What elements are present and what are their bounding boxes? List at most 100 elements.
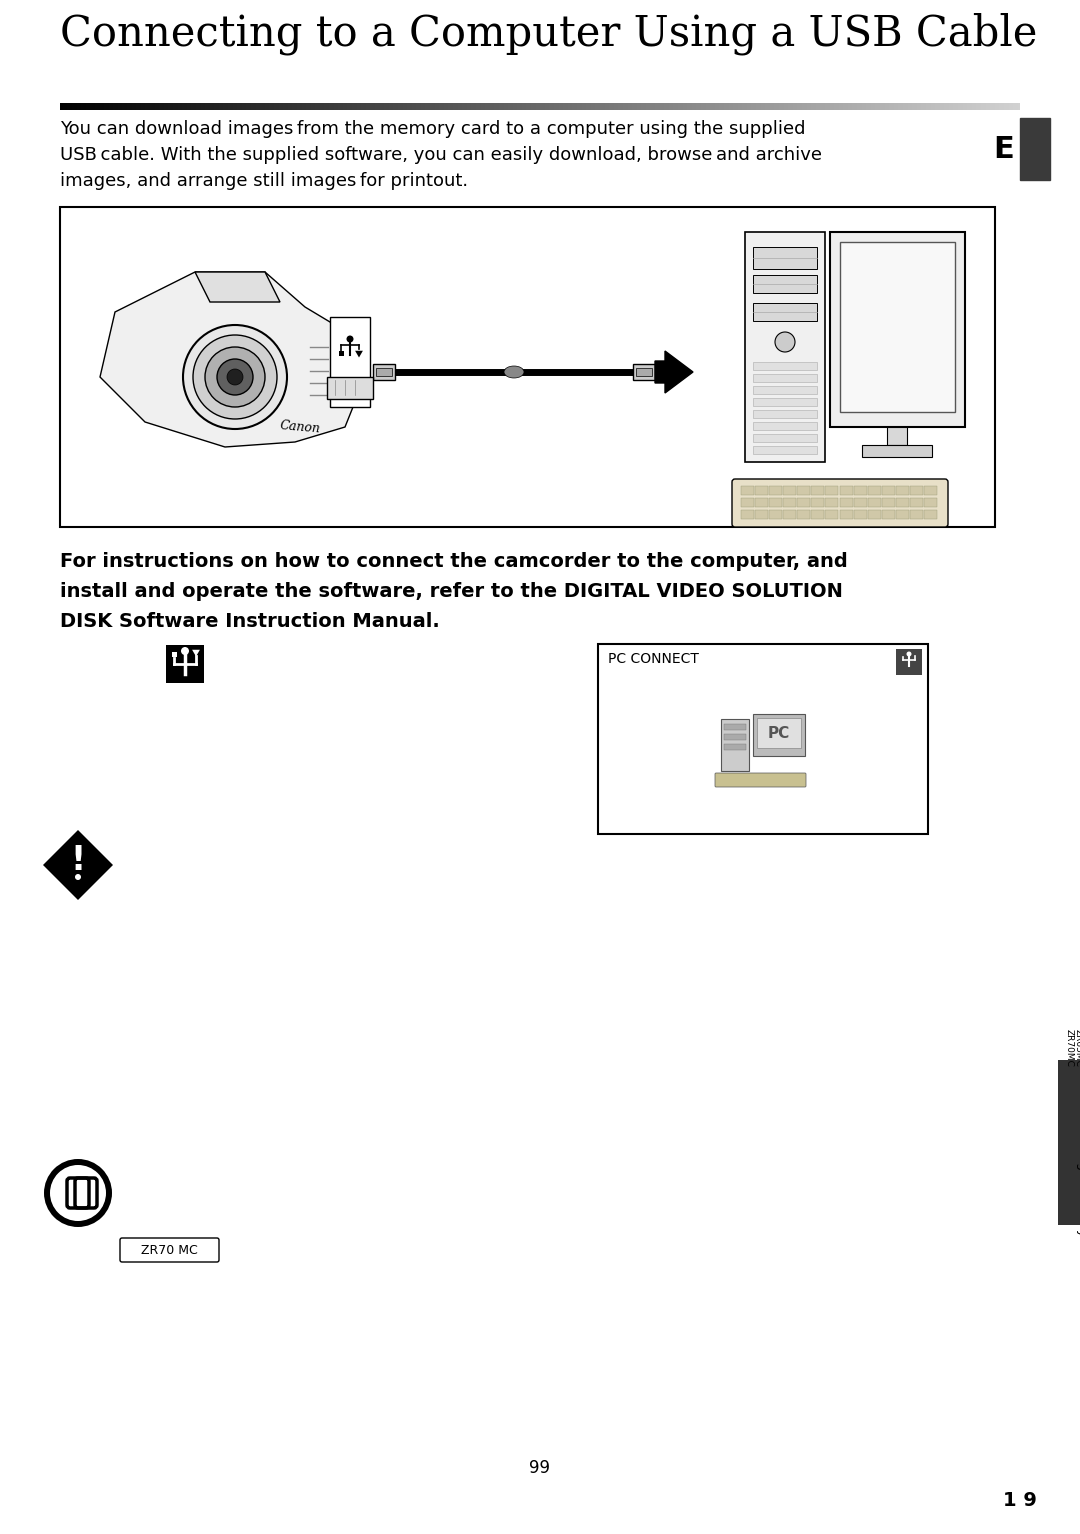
Bar — [854, 486, 867, 495]
Polygon shape — [195, 272, 280, 302]
Bar — [910, 499, 923, 508]
Bar — [636, 368, 652, 376]
Bar — [896, 509, 909, 518]
Bar — [166, 644, 204, 683]
Text: images, and arrange still images for printout.: images, and arrange still images for pri… — [60, 172, 468, 190]
Bar — [811, 486, 824, 495]
Bar — [896, 649, 922, 675]
Bar — [882, 486, 895, 495]
FancyBboxPatch shape — [120, 1238, 219, 1262]
Text: For instructions on how to connect the camcorder to the computer, and: For instructions on how to connect the c… — [60, 552, 848, 571]
Bar — [825, 486, 838, 495]
Bar — [811, 509, 824, 518]
Bar — [769, 509, 782, 518]
Circle shape — [775, 331, 795, 351]
Bar — [753, 397, 816, 407]
Bar — [840, 509, 853, 518]
Bar — [825, 509, 838, 518]
Bar — [373, 364, 395, 380]
Bar — [753, 275, 816, 293]
FancyArrow shape — [654, 351, 693, 393]
Bar — [825, 499, 838, 508]
FancyBboxPatch shape — [715, 773, 806, 787]
Text: E: E — [994, 135, 1014, 164]
Bar — [741, 509, 754, 518]
Text: USB cable. With the supplied software, you can easily download, browse and archi: USB cable. With the supplied software, y… — [60, 146, 822, 164]
Text: Connecting to a Computer Using a USB Cable: Connecting to a Computer Using a USB Cab… — [60, 12, 1038, 55]
Bar — [882, 499, 895, 508]
Polygon shape — [100, 272, 365, 446]
Bar — [330, 318, 370, 407]
Polygon shape — [43, 830, 113, 900]
Bar — [783, 486, 796, 495]
Circle shape — [183, 325, 287, 430]
Bar — [769, 486, 782, 495]
Bar — [831, 232, 966, 426]
Text: !: ! — [70, 844, 85, 876]
Text: 1 9: 1 9 — [1003, 1491, 1037, 1509]
Bar — [783, 509, 796, 518]
Bar — [633, 364, 654, 380]
Bar — [755, 499, 768, 508]
Bar — [854, 509, 867, 518]
Bar — [753, 410, 816, 417]
Bar — [797, 509, 810, 518]
Bar — [896, 499, 909, 508]
Bar — [753, 247, 816, 268]
Ellipse shape — [504, 367, 524, 377]
Text: You can download images from the memory card to a computer using the supplied: You can download images from the memory … — [60, 120, 806, 138]
Bar — [741, 486, 754, 495]
Bar — [753, 434, 816, 442]
Bar — [924, 486, 937, 495]
Bar — [887, 426, 907, 445]
Bar — [862, 445, 932, 457]
Bar — [854, 499, 867, 508]
Bar — [988, 118, 1050, 179]
Bar — [753, 362, 816, 370]
Circle shape — [181, 647, 189, 655]
Bar — [724, 744, 746, 750]
Circle shape — [193, 334, 276, 419]
Bar — [868, 486, 881, 495]
Circle shape — [75, 874, 81, 881]
Circle shape — [906, 652, 912, 657]
Bar — [172, 652, 177, 657]
Bar — [757, 718, 801, 749]
Bar — [339, 351, 345, 356]
Bar — [753, 446, 816, 454]
Bar — [755, 509, 768, 518]
Circle shape — [44, 1160, 112, 1227]
Bar — [769, 499, 782, 508]
Bar — [896, 486, 909, 495]
Bar — [376, 368, 392, 376]
Bar — [327, 377, 373, 399]
Bar — [60, 207, 995, 528]
Bar — [910, 486, 923, 495]
Text: Canon: Canon — [280, 419, 321, 436]
Text: 99: 99 — [529, 1459, 551, 1477]
Bar — [882, 509, 895, 518]
Bar — [840, 486, 853, 495]
Circle shape — [217, 359, 253, 394]
Bar — [797, 486, 810, 495]
Text: DISK Software Instruction Manual.: DISK Software Instruction Manual. — [60, 612, 440, 630]
Bar — [755, 486, 768, 495]
Bar — [1021, 118, 1050, 179]
Text: ZR70MC: ZR70MC — [1065, 1029, 1074, 1068]
Text: ZR65MC: ZR65MC — [1074, 1029, 1080, 1068]
Bar — [868, 499, 881, 508]
Bar — [811, 499, 824, 508]
Bar — [924, 499, 937, 508]
Text: ZR70 MC: ZR70 MC — [140, 1244, 198, 1256]
Bar — [840, 242, 955, 413]
Circle shape — [347, 336, 353, 342]
Bar — [910, 509, 923, 518]
Bar — [721, 719, 750, 772]
Bar — [753, 387, 816, 394]
Bar — [753, 374, 816, 382]
Bar — [745, 232, 825, 462]
Circle shape — [227, 370, 243, 385]
Bar — [724, 724, 746, 730]
Circle shape — [50, 1164, 106, 1221]
Text: PC: PC — [768, 726, 791, 741]
